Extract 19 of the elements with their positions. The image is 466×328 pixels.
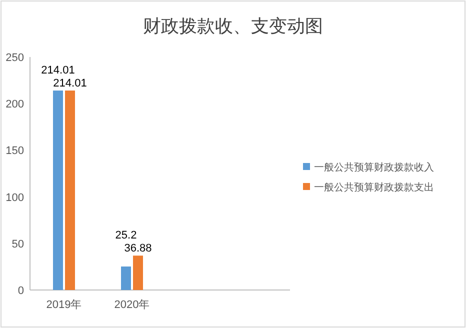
bar bbox=[133, 256, 143, 290]
legend-label: 一般公共预算财政拨款支出 bbox=[314, 182, 434, 194]
bar bbox=[121, 266, 131, 290]
data-label: 214.01 bbox=[41, 64, 75, 77]
x-tick-label: 2019年 bbox=[46, 299, 82, 311]
y-tick-label: 100 bbox=[6, 192, 24, 204]
x-tick-label: 2020年 bbox=[114, 299, 150, 311]
y-tick-label: 0 bbox=[18, 285, 24, 297]
y-tick-label: 250 bbox=[6, 52, 24, 64]
y-tick-label: 50 bbox=[12, 238, 24, 250]
data-label: 25.2 bbox=[115, 230, 137, 242]
y-tick-label: 150 bbox=[6, 145, 24, 158]
data-label: 36.88 bbox=[124, 242, 152, 255]
y-tick-label: 200 bbox=[6, 98, 24, 111]
bar bbox=[53, 90, 63, 290]
text: 财政拨款收、支变动图 bbox=[143, 16, 323, 36]
data-label: 214.01 bbox=[53, 78, 87, 90]
bar bbox=[65, 90, 75, 290]
legend-label: 一般公共预算财政拨款收入 bbox=[314, 162, 434, 174]
